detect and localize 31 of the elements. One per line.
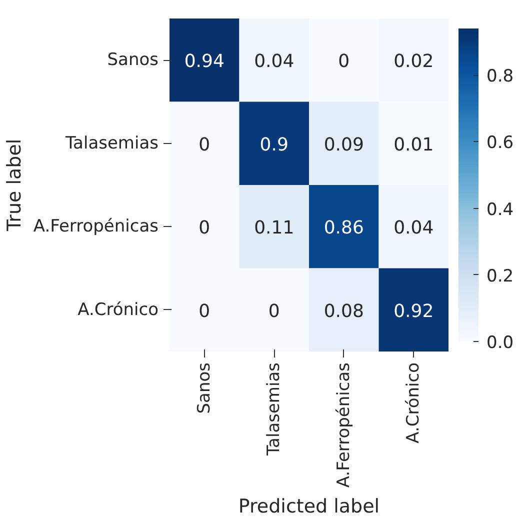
data-label: 0.92	[394, 300, 434, 322]
y-tick-label: A.Ferropénicas	[33, 216, 159, 237]
data-label: 0.02	[394, 51, 434, 72]
data-label: 0.86	[324, 218, 364, 239]
data-label: 0.94	[184, 51, 224, 72]
color-bar-label: 0.0	[486, 333, 514, 353]
data-label: 0	[268, 300, 280, 322]
color-bar-label: 0.2	[486, 266, 514, 286]
data-label: 0.04	[394, 218, 434, 239]
data-label: 0	[198, 218, 210, 239]
color-bar-label: 0.8	[486, 66, 514, 87]
y-tick-label: Talasemias	[64, 133, 159, 154]
data-label: 0.09	[324, 134, 364, 156]
x-tick-label: A.Crónico	[404, 362, 424, 444]
x-tick-label: A.Ferropénicas	[334, 362, 354, 488]
data-label: 0.9	[260, 134, 288, 156]
data-label: 0.04	[254, 51, 294, 72]
color-bar-label: 0.6	[486, 133, 514, 154]
data-label: 0.01	[394, 134, 434, 156]
data-label: 0.08	[324, 300, 364, 322]
x-tick-label: Sanos	[194, 362, 214, 414]
x-tick-label: Talasemias	[264, 362, 284, 456]
x-axis-title: Predicted label	[238, 496, 380, 518]
data-label: 0	[198, 134, 210, 156]
y-axis-title: True label	[3, 138, 26, 232]
color-bar-label: 0.4	[486, 200, 514, 220]
y-tick-label: Sanos	[107, 50, 159, 70]
data-label: 0	[198, 300, 210, 322]
y-tick-label: A.Crónico	[78, 300, 159, 320]
data-label: 0.11	[254, 218, 294, 239]
data-label: 0	[338, 51, 350, 72]
